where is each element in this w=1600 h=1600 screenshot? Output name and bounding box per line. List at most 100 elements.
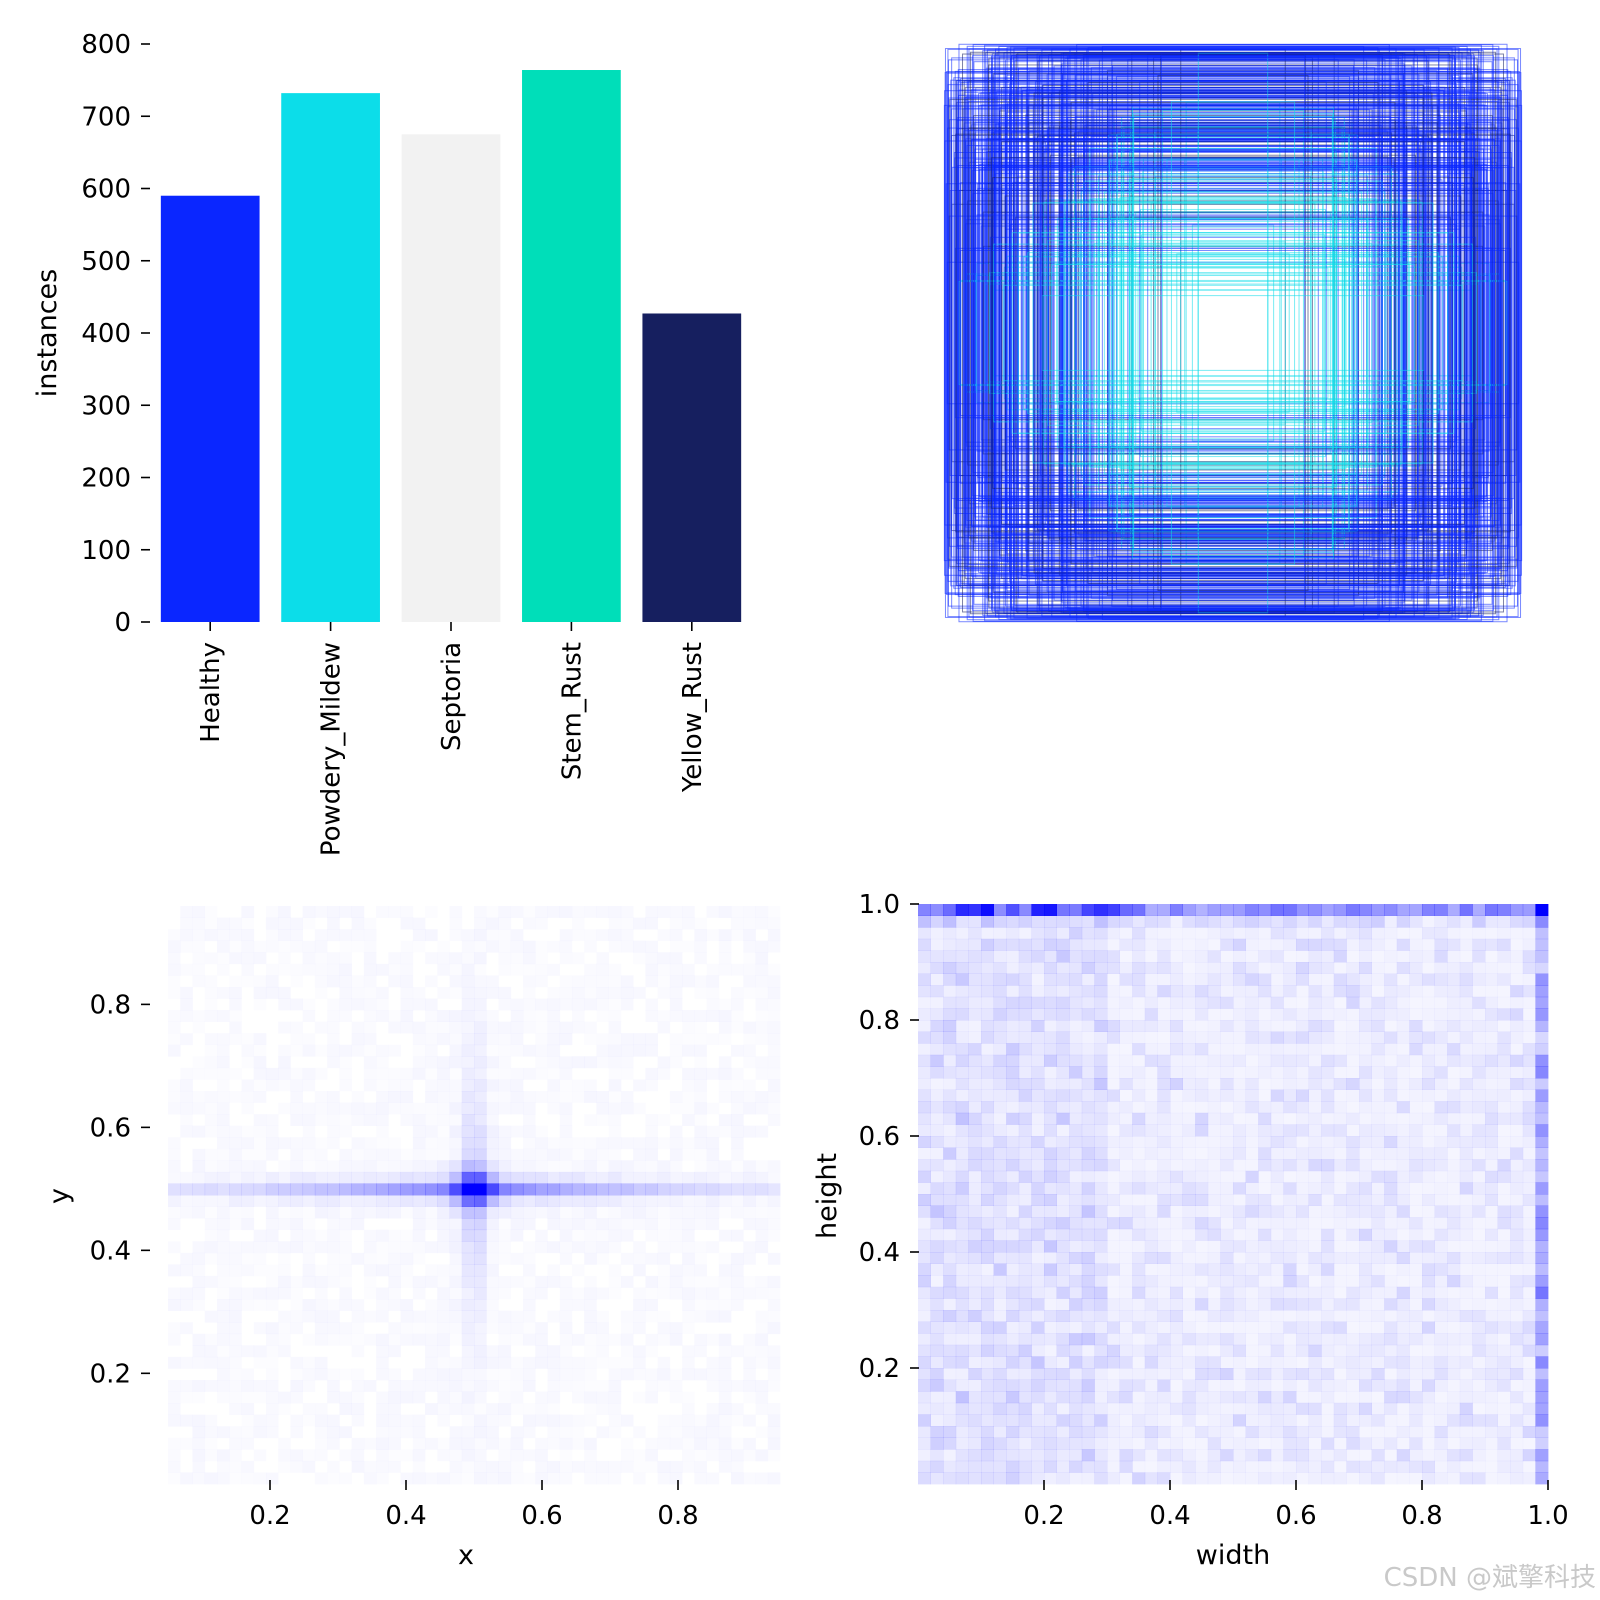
heat-cell — [943, 1147, 957, 1160]
bounding-box — [1000, 125, 1466, 541]
heat-cell — [1056, 1020, 1070, 1032]
heat-cell — [327, 1322, 340, 1334]
heat-cell — [930, 1159, 944, 1172]
heat-cell — [1245, 1368, 1259, 1380]
heat-cell — [1182, 1136, 1196, 1148]
heat-cell — [327, 1091, 340, 1103]
heat-cell — [981, 1472, 994, 1485]
heat-cell — [1422, 1460, 1435, 1473]
heat-cell — [768, 906, 781, 918]
heat-cell — [522, 1195, 536, 1207]
heat-cell — [1018, 1194, 1032, 1206]
heat-cell — [1207, 1205, 1221, 1218]
heat-cell — [1044, 1472, 1057, 1485]
heat-cell — [229, 1091, 242, 1103]
heat-cell — [486, 1322, 499, 1334]
heat-cell — [658, 1253, 671, 1265]
heat-cell — [1485, 996, 1498, 1009]
heat-cell — [1081, 962, 1095, 974]
heat-cell — [1333, 1286, 1347, 1299]
heat-cell — [1497, 1136, 1511, 1148]
heat-cell — [1510, 1031, 1524, 1044]
heat-cell — [993, 904, 1007, 916]
heat-cell — [633, 1137, 646, 1149]
heat-cell — [229, 1311, 242, 1323]
heat-cell — [474, 987, 487, 999]
heat-cell — [1447, 1101, 1461, 1114]
heat-cell — [584, 975, 597, 987]
heat-cell — [401, 1426, 414, 1438]
heat-cell — [1447, 1182, 1461, 1195]
heat-cell — [339, 1103, 352, 1115]
heat-cell — [968, 973, 982, 986]
heat-cell — [1031, 1286, 1045, 1299]
heat-cell — [192, 1392, 205, 1404]
bounding-box — [959, 249, 1507, 417]
heat-cell — [1182, 1379, 1196, 1392]
heat-cell — [1321, 1379, 1335, 1392]
heat-cell — [1258, 1228, 1272, 1241]
heat-cell — [474, 1171, 487, 1184]
heat-cell — [364, 975, 377, 987]
heat-cell — [621, 1276, 634, 1288]
heat-cell — [1308, 1066, 1322, 1079]
heat-cell — [1396, 1008, 1410, 1021]
heat-cell — [461, 1264, 475, 1277]
heat-cell — [266, 1345, 279, 1357]
heat-cell — [968, 1472, 982, 1485]
heat-cell — [1157, 927, 1171, 940]
heat-cell — [1497, 1031, 1511, 1044]
heat-cell — [1182, 1472, 1196, 1485]
heat-cell — [1094, 1124, 1108, 1137]
heat-cell — [437, 1322, 450, 1334]
heat-cell — [1333, 985, 1347, 998]
bounding-box — [945, 183, 1521, 483]
bounding-box — [949, 98, 1517, 568]
heat-cell — [1094, 1460, 1108, 1473]
heat-cell — [1258, 1252, 1272, 1264]
heat-cell — [1157, 1147, 1171, 1160]
heat-cell — [1170, 1159, 1183, 1172]
heat-cell — [1346, 1101, 1360, 1114]
heat-cell — [510, 1183, 524, 1196]
heat-cell — [1018, 1437, 1032, 1450]
bounding-box — [1119, 197, 1347, 469]
heat-cell — [670, 1264, 683, 1276]
heat-cell — [1044, 1379, 1057, 1392]
heat-cell — [1346, 1008, 1360, 1021]
heat-cell — [560, 1241, 573, 1253]
heat-cell — [1144, 1124, 1158, 1137]
heat-cell — [743, 1079, 756, 1091]
heat-cell — [327, 1022, 340, 1034]
heat-cell — [229, 1068, 242, 1080]
heat-cell — [180, 1033, 193, 1045]
heat-cell — [596, 1160, 609, 1172]
heat-cell — [1308, 1356, 1322, 1369]
heat-cell — [981, 1124, 994, 1137]
heat-cell — [1270, 1031, 1284, 1044]
heat-cell — [1195, 1275, 1209, 1288]
heat-cell — [1434, 996, 1448, 1009]
heat-cell — [560, 1126, 573, 1138]
heat-cell — [981, 1078, 994, 1090]
heat-cell — [1006, 1147, 1020, 1160]
heat-cell — [254, 1357, 267, 1369]
heat-cell — [229, 1322, 242, 1334]
heat-cell — [596, 1033, 609, 1045]
heat-cell — [719, 1264, 732, 1276]
heat-cell — [1094, 927, 1108, 940]
heat-cell — [1270, 927, 1284, 940]
heat-cell — [743, 975, 756, 987]
heat-cell — [1056, 1217, 1070, 1230]
heat-cell — [743, 1195, 756, 1207]
heat-cell — [1409, 1205, 1423, 1218]
heat-cell — [1006, 1333, 1020, 1346]
heat-cell — [303, 1276, 316, 1288]
heat-cell — [1170, 1008, 1183, 1021]
heat-cell — [1031, 1020, 1045, 1032]
heat-cell — [658, 1114, 671, 1126]
heat-cell — [609, 1137, 622, 1149]
heat-cell — [498, 952, 511, 964]
heat-cell — [1170, 1240, 1183, 1253]
heat-cell — [1270, 996, 1284, 1009]
